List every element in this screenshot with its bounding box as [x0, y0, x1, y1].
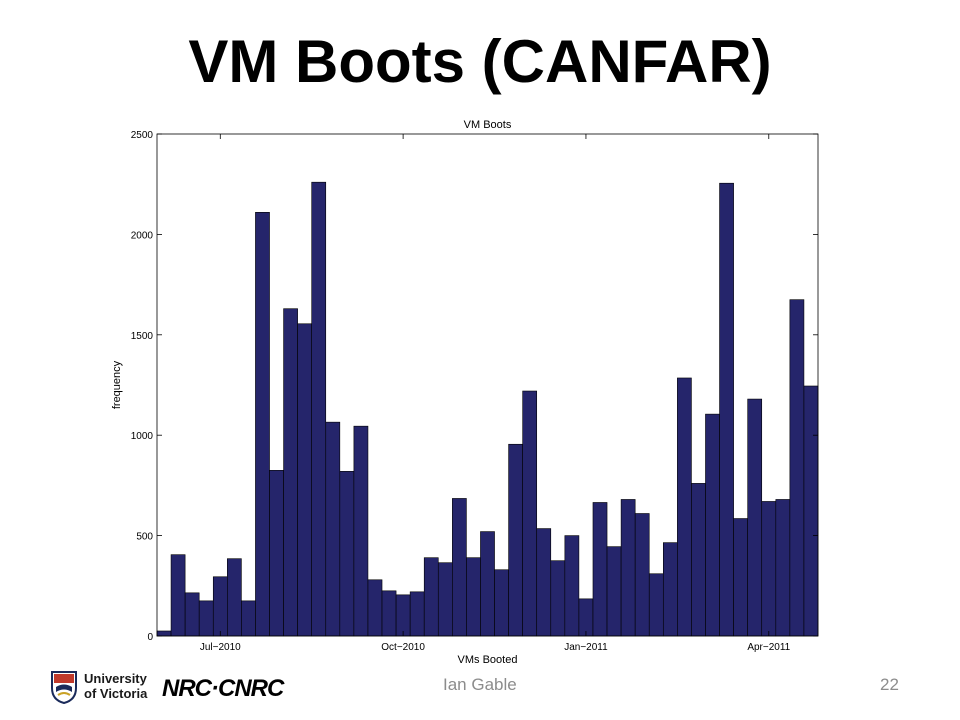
histogram-bar	[353, 425, 369, 637]
footer-author: Ian Gable	[443, 675, 517, 694]
slide-title: VM Boots (CANFAR)	[188, 28, 772, 95]
histogram-bar	[480, 531, 495, 637]
histogram-bar	[789, 299, 805, 637]
histogram-bar	[761, 501, 777, 637]
histogram-bar	[367, 579, 383, 637]
histogram-bar	[255, 212, 270, 637]
histogram-bar	[212, 576, 228, 637]
histogram-bar	[452, 498, 467, 637]
uvic-line1: University	[84, 671, 147, 686]
histogram-bar	[409, 591, 425, 637]
histogram-bar	[719, 182, 734, 637]
histogram-bar	[803, 385, 819, 637]
y-tick-label: 2000	[131, 230, 154, 241]
uvic-crest-icon	[51, 671, 77, 704]
histogram-bar	[508, 443, 523, 637]
histogram-bar	[747, 398, 763, 637]
histogram-bar	[325, 421, 341, 637]
histogram-chart: 0 500 1000 1500 2000 2500 Jul−2010 Oct−2010 Jan−…	[111, 119, 819, 666]
x-tick-label: Jul−2010	[200, 642, 241, 653]
plot-frame	[156, 133, 819, 637]
x-tick-label: Apr−2011	[747, 642, 790, 653]
chart-title: VM Boots	[464, 119, 512, 131]
histogram-bar	[705, 413, 720, 637]
histogram-bar	[395, 594, 411, 637]
histogram-bar	[606, 546, 622, 637]
y-axis-label: frequency	[111, 360, 123, 409]
histogram-bar	[437, 562, 453, 637]
histogram-bar	[578, 598, 594, 637]
nrc-cnrc-logo: NRC·CNRC	[162, 675, 284, 702]
histogram-bar	[423, 557, 439, 637]
x-axis-label: VMs Booted	[458, 654, 518, 666]
y-tick-label: 500	[136, 532, 153, 543]
histogram-bar	[297, 323, 312, 637]
histogram-bar	[592, 502, 608, 637]
histogram-bar	[536, 528, 552, 637]
y-tick-label: 2500	[131, 130, 154, 141]
histogram-bar	[733, 518, 748, 637]
histogram-bar	[339, 471, 355, 637]
y-tick-label: 0	[147, 632, 153, 643]
plot-area: 0 500 1000 1500 2000 2500 Jul−2010 Oct−2010 Jan−…	[111, 119, 819, 666]
histogram-bar	[564, 535, 580, 637]
histogram-bar	[691, 483, 706, 637]
histogram-bar	[662, 542, 678, 637]
histogram-bar	[648, 573, 664, 637]
page-number: 22	[880, 675, 899, 694]
histogram-bar	[227, 558, 242, 637]
histogram-bar	[620, 499, 636, 637]
histogram-bar	[283, 308, 298, 637]
x-tick-label: Oct−2010	[381, 642, 425, 653]
histogram-bar	[156, 630, 172, 637]
histogram-bar	[634, 513, 650, 637]
histogram-bar	[550, 560, 566, 637]
uvic-logo: University of Victoria	[50, 668, 160, 708]
x-tick-label: Jan−2011	[564, 642, 608, 653]
y-tick-label: 1500	[131, 331, 154, 342]
histogram-bar	[494, 569, 509, 637]
histogram-bar	[241, 600, 256, 637]
histogram-bar	[381, 590, 397, 637]
histogram-bar	[198, 600, 214, 637]
histogram-bar	[269, 470, 284, 637]
histogram-bar	[677, 377, 692, 637]
histogram-bar	[466, 557, 481, 637]
histogram-bar	[311, 181, 327, 637]
histogram-bar	[184, 592, 200, 637]
histogram-bar	[775, 499, 791, 637]
histogram-bar	[170, 554, 186, 637]
y-tick-label: 1000	[131, 431, 154, 442]
uvic-wordmark: University of Victoria	[84, 671, 147, 701]
uvic-line2: of Victoria	[84, 686, 148, 701]
histogram-bar	[522, 390, 538, 637]
